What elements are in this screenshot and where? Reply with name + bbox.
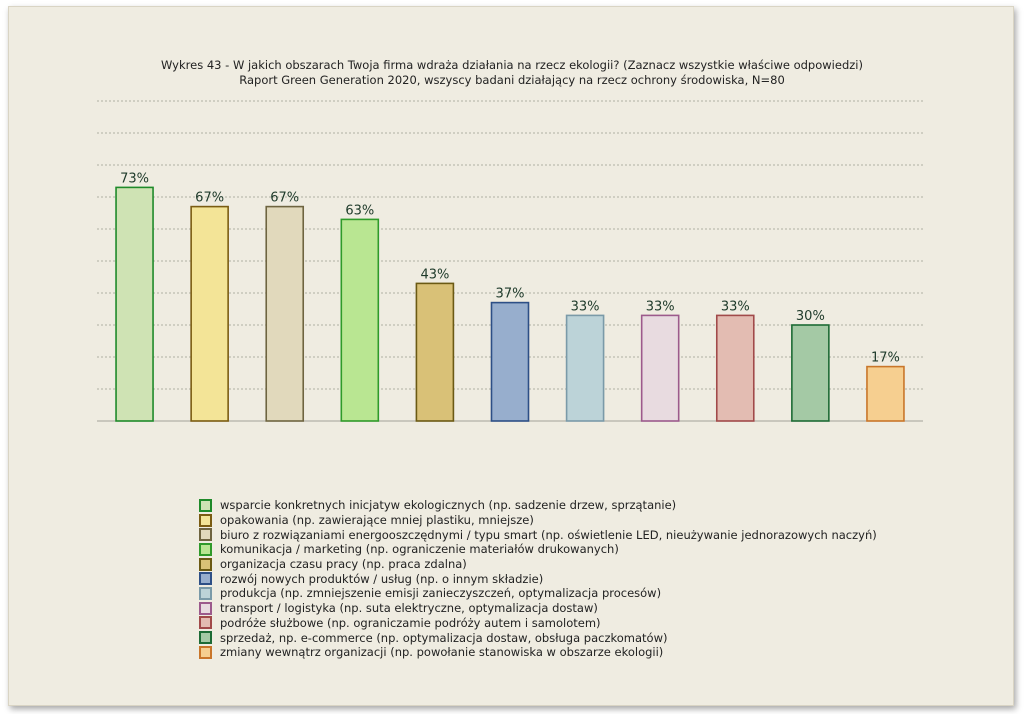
data-label: 67%	[195, 191, 224, 206]
data-label: 30%	[796, 309, 825, 324]
chart-titles: Wykres 43 - W jakich obszarach Twoja fir…	[0, 58, 1024, 88]
bar	[565, 314, 605, 422]
bar	[715, 314, 755, 422]
legend-item: biuro z rozwiązaniami energooszczędnymi …	[199, 527, 877, 542]
legend-item: rozwój nowych produktów / usług (np. o i…	[199, 571, 877, 586]
bar	[340, 218, 380, 422]
legend-label: zmiany wewnątrz organizacji (np. powołan…	[220, 645, 664, 660]
legend-label: komunikacja / marketing (np. ograniczeni…	[220, 542, 619, 557]
data-label: 73%	[120, 171, 149, 186]
bar	[791, 324, 830, 422]
legend-swatch	[199, 645, 212, 659]
bar	[640, 314, 680, 422]
bar	[866, 365, 905, 422]
legend-label: wsparcie konkretnych inicjatyw ekologicz…	[220, 498, 677, 513]
data-label: 17%	[871, 351, 900, 366]
data-label: 63%	[345, 203, 374, 218]
legend-label: rozwój nowych produktów / usług (np. o i…	[220, 571, 544, 586]
legend-swatch	[199, 557, 212, 571]
legend-swatch	[199, 572, 212, 586]
chart-subtitle: Raport Green Generation 2020, wszyscy ba…	[239, 73, 785, 87]
legend-label: transport / logistyka (np. suta elektryc…	[220, 601, 598, 616]
legend-item: podróże służbowe (np. ograniczamie podró…	[199, 616, 877, 631]
legend-swatch	[199, 513, 212, 527]
chart-title: Wykres 43 - W jakich obszarach Twoja fir…	[161, 58, 863, 72]
data-label: 33%	[571, 299, 600, 314]
bar	[415, 282, 455, 422]
legend-swatch	[199, 631, 212, 645]
legend-swatch	[199, 586, 212, 600]
legend-label: sprzedaż, np. e-commerce (np. optymaliza…	[220, 630, 668, 645]
legend-item: opakowania (np. zawierające mniej plasti…	[199, 513, 877, 528]
bars	[115, 186, 905, 422]
legend-item: wsparcie konkretnych inicjatyw ekologicz…	[199, 498, 877, 513]
legend-item: produkcja (np. zmniejszenie emisji zanie…	[199, 586, 877, 601]
legend-item: transport / logistyka (np. suta elektryc…	[199, 601, 877, 616]
bar	[115, 186, 154, 422]
data-labels: 73% 67% 67% 63% 43% 37% 33% 33% 33% 30% 17%	[120, 171, 900, 365]
data-label: 67%	[270, 191, 299, 206]
legend-item: zmiany wewnątrz organizacji (np. powołan…	[199, 645, 877, 660]
bar	[490, 301, 530, 422]
legend-item: komunikacja / marketing (np. ograniczeni…	[199, 542, 877, 557]
data-label: 33%	[646, 299, 675, 314]
legend: wsparcie konkretnych inicjatyw ekologicz…	[199, 498, 877, 660]
data-label: 33%	[721, 299, 750, 314]
legend-label: produkcja (np. zmniejszenie emisji zanie…	[220, 586, 662, 601]
bar	[190, 205, 229, 422]
legend-item: organizacja czasu pracy (np. praca zdaln…	[199, 557, 877, 572]
legend-label: biuro z rozwiązaniami energooszczędnymi …	[220, 527, 877, 542]
legend-swatch	[199, 528, 212, 542]
legend-swatch	[199, 498, 212, 512]
legend-item: sprzedaż, np. e-commerce (np. optymaliza…	[199, 630, 877, 645]
bar	[265, 205, 305, 422]
legend-label: opakowania (np. zawierające mniej plasti…	[220, 513, 534, 528]
legend-swatch	[199, 616, 212, 630]
data-label: 37%	[496, 287, 525, 302]
legend-label: organizacja czasu pracy (np. praca zdaln…	[220, 557, 467, 572]
data-label: 43%	[420, 267, 449, 282]
legend-label: podróże służbowe (np. ograniczamie podró…	[220, 615, 601, 630]
legend-swatch	[199, 542, 212, 556]
legend-swatch	[199, 601, 212, 615]
